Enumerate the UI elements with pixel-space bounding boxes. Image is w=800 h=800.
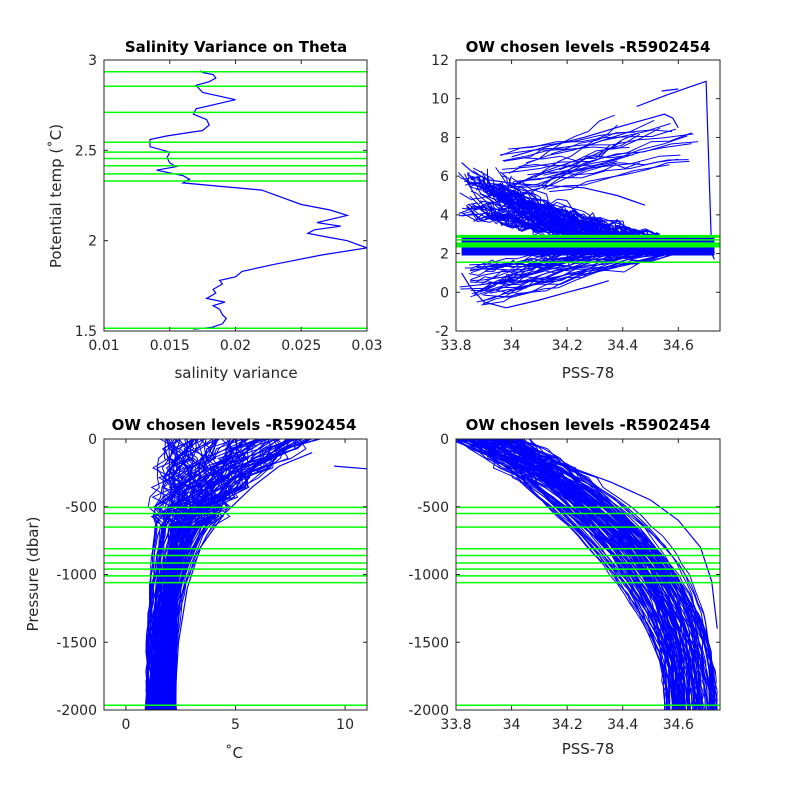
- data-series-0: [636, 80, 715, 260]
- panel-salinity-pressure: OW chosen levels -R5902454 33.8 34 34.2 34.…: [408, 416, 721, 758]
- y-tick-label: 2: [88, 234, 97, 250]
- x-tick-label: 0.015: [150, 338, 190, 354]
- x-tick-label: 0.01: [88, 338, 119, 354]
- data-series-1: [469, 441, 718, 629]
- x-tick-label: 34.2: [552, 717, 583, 733]
- y-tick-label: -1500: [56, 635, 97, 651]
- y-tick-label: 4: [440, 208, 449, 224]
- x-tick-label: 0: [121, 717, 130, 733]
- y-tick-label: 1.5: [75, 324, 97, 340]
- y-tick-label: 0: [88, 432, 97, 448]
- data-series-0: [149, 70, 367, 330]
- y-tick-label: -1000: [408, 568, 449, 584]
- y-tick-label: -2: [435, 324, 449, 340]
- x-tick-label: 10: [336, 717, 354, 733]
- plot-area: [455, 438, 721, 711]
- axes-box: [103, 59, 368, 332]
- y-tick-label: -1000: [56, 568, 97, 584]
- profile-bundle: [457, 114, 716, 306]
- data-series-1: [661, 88, 679, 92]
- profile-bundle: [456, 439, 718, 710]
- y-tick-label: -500: [65, 500, 97, 516]
- x-axis-label: PSS-78: [562, 740, 615, 758]
- data-series-0: [456, 441, 665, 629]
- x-tick-label: 34.6: [663, 338, 694, 354]
- x-tick-label: 34.4: [607, 338, 638, 354]
- panel-title: Salinity Variance on Theta: [125, 38, 347, 56]
- data-series-0: [145, 452, 247, 710]
- data-series-2: [461, 272, 609, 309]
- x-axis-label: ˚C: [225, 744, 243, 762]
- x-tick-label: 34: [503, 338, 521, 354]
- panel-temperature-pressure: OW chosen levels -R5902454 0 5 10 -2000 -150…: [24, 416, 368, 762]
- x-tick-label: 34: [503, 717, 521, 733]
- x-tick-label: 0.02: [220, 338, 251, 354]
- x-axis-label: salinity variance: [174, 364, 297, 382]
- data-series-4: [511, 113, 679, 158]
- tick-labels: 0 5 10 -2000 -1500 -1000 -500 0: [56, 432, 354, 733]
- x-tick-label: 34.2: [552, 338, 583, 354]
- axes-box: [455, 59, 721, 332]
- profile-bundle: [144, 439, 321, 710]
- plot-area: [103, 438, 368, 711]
- y-axis-label: Pressure (dbar): [24, 517, 42, 632]
- y-tick-label: 0: [440, 432, 449, 448]
- tick-labels: 33.8 34 34.2 34.4 34.6 -2000 -1500 -1000 -500 0: [408, 432, 694, 733]
- panel-theta-salinity: OW chosen levels -R5902454 33.8 34 34.2 34.…: [431, 38, 721, 382]
- tick-labels: 0.01 0.015 0.02 0.025 0.03 1.5 2 2.5 3: [75, 53, 383, 354]
- y-axis-label: Potential temp (˚C): [47, 124, 65, 268]
- plot-area: [455, 59, 721, 332]
- y-tick-label: 6: [440, 169, 449, 185]
- panel-title: OW chosen levels -R5902454: [466, 416, 711, 434]
- panel-salinity-variance: Salinity Variance on Theta 0.01 0.015 0.02…: [47, 38, 383, 382]
- x-tick-label: 33.8: [440, 717, 471, 733]
- y-tick-label: -1500: [408, 635, 449, 651]
- x-tick-label: 0.025: [281, 338, 321, 354]
- y-tick-label: 2.5: [75, 143, 97, 159]
- x-tick-label: 0.03: [351, 338, 382, 354]
- panel-title: OW chosen levels -R5902454: [112, 416, 357, 434]
- y-tick-label: -2000: [408, 703, 449, 719]
- y-tick-label: 8: [440, 130, 449, 146]
- y-tick-label: -2000: [56, 703, 97, 719]
- y-tick-label: 10: [431, 92, 449, 108]
- data-series-3: [461, 162, 646, 206]
- y-tick-label: -500: [417, 500, 449, 516]
- y-tick-label: 2: [440, 247, 449, 263]
- x-tick-label: 33.8: [440, 338, 471, 354]
- panel-title: OW chosen levels -R5902454: [466, 38, 711, 56]
- plot-area: [103, 59, 368, 332]
- y-tick-label: 0: [440, 285, 449, 301]
- x-tick-label: 34.6: [663, 717, 694, 733]
- x-axis-label: PSS-78: [562, 364, 615, 382]
- tick-labels: 33.8 34 34.2 34.4 34.6 -2 0 2 4 6 8 10 12: [431, 53, 694, 354]
- x-tick-label: 5: [231, 717, 240, 733]
- y-tick-label: 12: [431, 53, 449, 69]
- x-tick-label: 34.4: [607, 717, 638, 733]
- data-series-1: [173, 452, 313, 710]
- data-series-2: [334, 465, 367, 470]
- y-tick-label: 3: [88, 53, 97, 69]
